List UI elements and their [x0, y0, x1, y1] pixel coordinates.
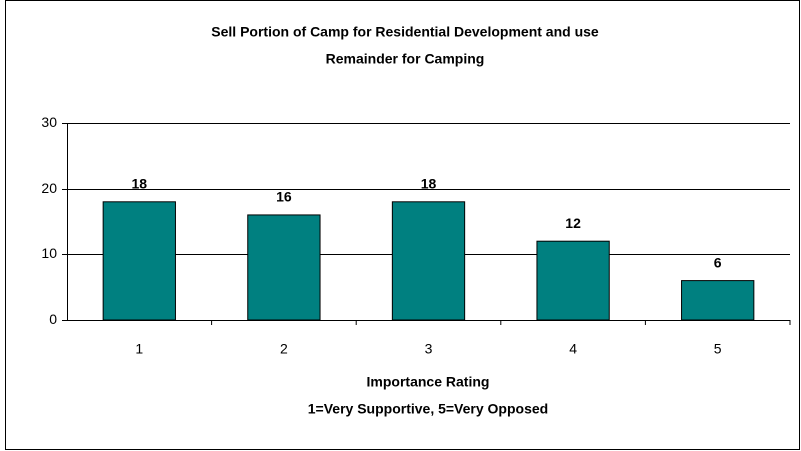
bar [681, 280, 755, 321]
data-label: 18 [421, 176, 437, 192]
data-label: 16 [276, 189, 292, 205]
x-axis-label: Importance Rating [367, 374, 490, 390]
data-label: 6 [714, 254, 722, 270]
chart-title: Sell Portion of Camp for Residential Dev… [211, 24, 599, 40]
x-tick-label: 1 [135, 341, 143, 357]
chart-title: Remainder for Camping [326, 51, 485, 67]
bar [536, 240, 610, 321]
y-tick-label: 10 [41, 245, 57, 261]
y-tick-label: 20 [41, 180, 57, 196]
x-axis-label: 1=Very Supportive, 5=Very Opposed [308, 401, 548, 417]
bar [102, 201, 176, 321]
data-label: 18 [132, 176, 148, 192]
x-tick-label: 5 [714, 341, 722, 357]
x-tick-label: 2 [280, 341, 288, 357]
x-tick-label: 4 [569, 341, 577, 357]
y-tick-label: 30 [41, 114, 57, 130]
bar [247, 214, 321, 321]
y-tick-label: 0 [49, 311, 57, 327]
data-label: 12 [565, 215, 581, 231]
bar [391, 201, 466, 321]
x-tick-label: 3 [425, 341, 433, 357]
